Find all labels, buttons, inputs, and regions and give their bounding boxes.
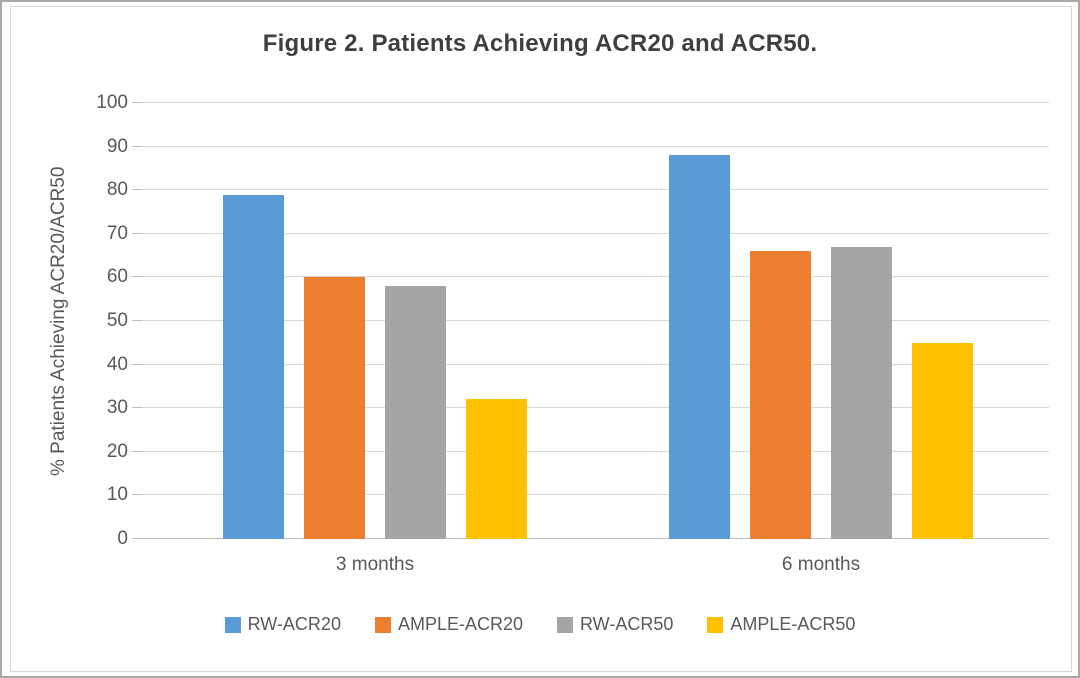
gridline-30 [142, 407, 1049, 409]
legend: RW-ACR20 AMPLE-ACR20 RW-ACR50 AMPLE-ACR50 [2, 614, 1078, 635]
y-tick-label-20: 20 [106, 440, 128, 462]
legend-item-AMPLE-ACR50: AMPLE-ACR50 [707, 614, 855, 635]
legend-swatch-icon [374, 616, 391, 633]
legend-label: AMPLE-ACR20 [397, 614, 523, 634]
y-tick-label-90: 90 [106, 135, 128, 157]
bar-group-3-months [223, 103, 527, 539]
y-tickmark-80 [132, 189, 142, 191]
legend-swatch-icon [707, 616, 724, 633]
bar-group-6-months [669, 103, 973, 539]
legend-label: RW-ACR50 [580, 614, 674, 634]
y-tick-label-70: 70 [106, 222, 128, 244]
y-tick-label-100: 100 [96, 92, 128, 113]
y-tickmark-20 [132, 450, 142, 452]
y-tick-label-80: 80 [106, 179, 128, 201]
legend-swatch-icon [224, 616, 241, 633]
bar-AMPLE-ACR20-6-months [750, 251, 811, 539]
legend-label: AMPLE-ACR50 [730, 614, 856, 634]
y-tickmark-30 [132, 407, 142, 409]
x-axis-label-6-months: 6 months [781, 554, 861, 575]
legend-label: RW-ACR20 [247, 614, 341, 634]
gridline-20 [142, 450, 1049, 452]
legend-item-RW-ACR50: RW-ACR50 [557, 614, 673, 635]
y-tick-label-40: 40 [106, 353, 128, 375]
x-axis-label-3-months: 3 months [335, 554, 415, 575]
y-tickmark-40 [132, 363, 142, 365]
y-axis-tick-labels: 0 10 20 30 40 50 60 70 80 90 100 [2, 93, 128, 549]
chart-title: Figure 2. Patients Achieving ACR20 and A… [262, 30, 818, 57]
bar-AMPLE-ACR50-6-months [912, 342, 973, 539]
y-tick-label-60: 60 [106, 266, 128, 288]
bar-AMPLE-ACR50-3-months [466, 399, 527, 539]
y-tickmark-10 [132, 494, 142, 496]
gridline-60 [142, 276, 1049, 278]
y-tickmark-70 [132, 232, 142, 234]
bar-RW-ACR20-6-months [669, 155, 730, 539]
y-tickmark-90 [132, 145, 142, 147]
gridline-90 [142, 145, 1049, 147]
gridline-70 [142, 232, 1049, 234]
plot-area [132, 102, 1049, 539]
y-tick-label-10: 10 [106, 484, 128, 506]
gridline-100 [142, 102, 1049, 103]
y-tickmark-100 [132, 102, 142, 103]
y-tickmark-0 [132, 538, 142, 539]
chart-border [10, 6, 1072, 672]
bar-RW-ACR50-6-months [831, 246, 892, 539]
legend-item-AMPLE-ACR20: AMPLE-ACR20 [374, 614, 523, 635]
y-tick-label-0: 0 [117, 528, 128, 549]
legend-item-RW-ACR20: RW-ACR20 [224, 614, 341, 635]
bar-AMPLE-ACR20-3-months [304, 277, 365, 539]
y-tick-label-30: 30 [106, 397, 128, 419]
legend-swatch-icon [557, 616, 573, 633]
gridline-50 [142, 320, 1049, 321]
gridline-80 [142, 189, 1049, 191]
y-tick-label-50: 50 [106, 310, 128, 331]
y-tickmark-50 [132, 320, 142, 321]
bar-RW-ACR20-3-months [223, 194, 284, 539]
gridline-0 [142, 538, 1049, 539]
bar-RW-ACR50-3-months [385, 286, 446, 539]
gridline-10 [142, 494, 1049, 496]
y-tickmark-60 [132, 276, 142, 278]
gridline-40 [142, 363, 1049, 365]
